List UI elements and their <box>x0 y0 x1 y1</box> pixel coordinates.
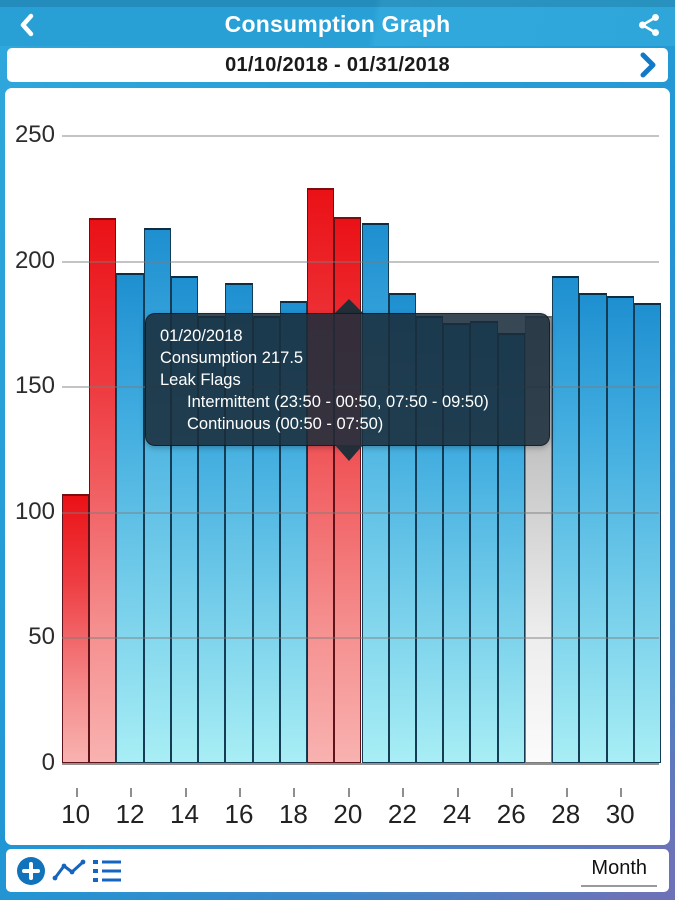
tooltip-leak-flags-label: Leak Flags <box>160 371 241 389</box>
bar-tooltip: 01/20/2018 Consumption 217.5 Leak Flags … <box>145 313 550 446</box>
tooltip-date: 01/20/2018 <box>160 327 243 345</box>
x-axis-label-14: 14 <box>170 799 199 829</box>
x-axis-label-24: 24 <box>442 799 472 829</box>
x-tick-22 <box>402 788 405 797</box>
x-axis-label-20: 20 <box>333 799 363 829</box>
x-axis-label-18: 18 <box>278 799 308 829</box>
tooltip-arrow-up <box>335 299 363 313</box>
chevron-left-icon <box>20 13 34 37</box>
y-axis-label-50: 50 <box>28 623 55 651</box>
x-axis-label-10: 10 <box>61 799 91 829</box>
gridline-250 <box>62 135 659 137</box>
next-period-button[interactable] <box>632 52 662 78</box>
x-axis-label-30: 30 <box>605 799 635 829</box>
tooltip-flag-continuous: Continuous (00:50 - 07:50) <box>187 415 384 433</box>
bar-day-12[interactable] <box>116 273 144 763</box>
bar-day-28[interactable] <box>552 275 580 763</box>
y-axis-label-100: 100 <box>14 497 55 525</box>
app-header: Consumption Graph <box>0 0 675 46</box>
bar-day-21[interactable] <box>361 222 389 763</box>
period-selector[interactable]: Month <box>581 855 657 887</box>
baseline <box>62 763 659 765</box>
bar-day-31[interactable] <box>633 303 661 763</box>
date-range-label: 01/10/2018 - 01/31/2018 <box>225 53 450 76</box>
x-tick-10 <box>75 788 78 797</box>
y-axis-label-150: 150 <box>14 372 55 400</box>
x-axis-label-12: 12 <box>115 799 145 829</box>
bar-day-29[interactable] <box>579 293 607 763</box>
gridline-100 <box>62 511 659 514</box>
share-icon <box>639 13 659 37</box>
consumption-chart: 0 50 100 150 200 250 10 12 14 16 18 20 22 24 26 28 30 0… <box>5 88 670 845</box>
chevron-right-icon <box>640 52 656 78</box>
x-tick-26 <box>511 788 514 797</box>
gridline-50 <box>62 637 659 640</box>
bottom-toolbar-border: Month <box>4 847 671 894</box>
x-tick-12 <box>130 788 133 797</box>
page-title: Consumption Graph <box>224 11 451 37</box>
x-tick-18 <box>293 788 296 797</box>
x-tick-28 <box>565 788 568 797</box>
x-tick-14 <box>184 788 187 797</box>
bar-day-11[interactable] <box>89 217 117 763</box>
x-tick-20 <box>347 788 350 797</box>
tooltip-consumption: Consumption 217.5 <box>160 349 304 367</box>
tooltip-arrow-down <box>335 445 363 461</box>
share-button[interactable] <box>631 8 667 42</box>
back-button[interactable] <box>10 8 46 42</box>
x-axis-label-28: 28 <box>551 799 581 829</box>
date-range-bar[interactable]: 01/10/2018 - 01/31/2018 <box>7 48 668 82</box>
plus-circle-icon <box>17 856 45 885</box>
bar-day-19[interactable] <box>307 187 335 763</box>
x-axis-label-16: 16 <box>224 799 254 829</box>
list-icon <box>93 859 121 882</box>
y-axis-label-0: 0 <box>41 749 55 776</box>
y-axis-label-200: 200 <box>14 246 55 274</box>
x-axis-label-26: 26 <box>496 799 526 829</box>
x-axis-label-22: 22 <box>387 799 417 829</box>
y-axis-label-250: 250 <box>14 121 55 148</box>
list-view-button[interactable] <box>88 852 126 890</box>
bar-day-10[interactable] <box>62 494 90 763</box>
line-view-button[interactable] <box>50 852 88 890</box>
bar-day-30[interactable] <box>606 295 634 763</box>
tooltip-flag-intermittent: Intermittent (23:50 - 00:50, 07:50 - 09:… <box>187 393 489 411</box>
x-tick-24 <box>456 788 459 797</box>
bar-day-13[interactable] <box>143 227 171 763</box>
bottom-toolbar: Month <box>6 849 669 892</box>
gridline-200 <box>62 260 659 263</box>
add-button[interactable] <box>12 852 50 890</box>
x-tick-30 <box>620 788 623 797</box>
x-tick-16 <box>238 788 241 797</box>
trend-line-icon <box>52 859 86 880</box>
